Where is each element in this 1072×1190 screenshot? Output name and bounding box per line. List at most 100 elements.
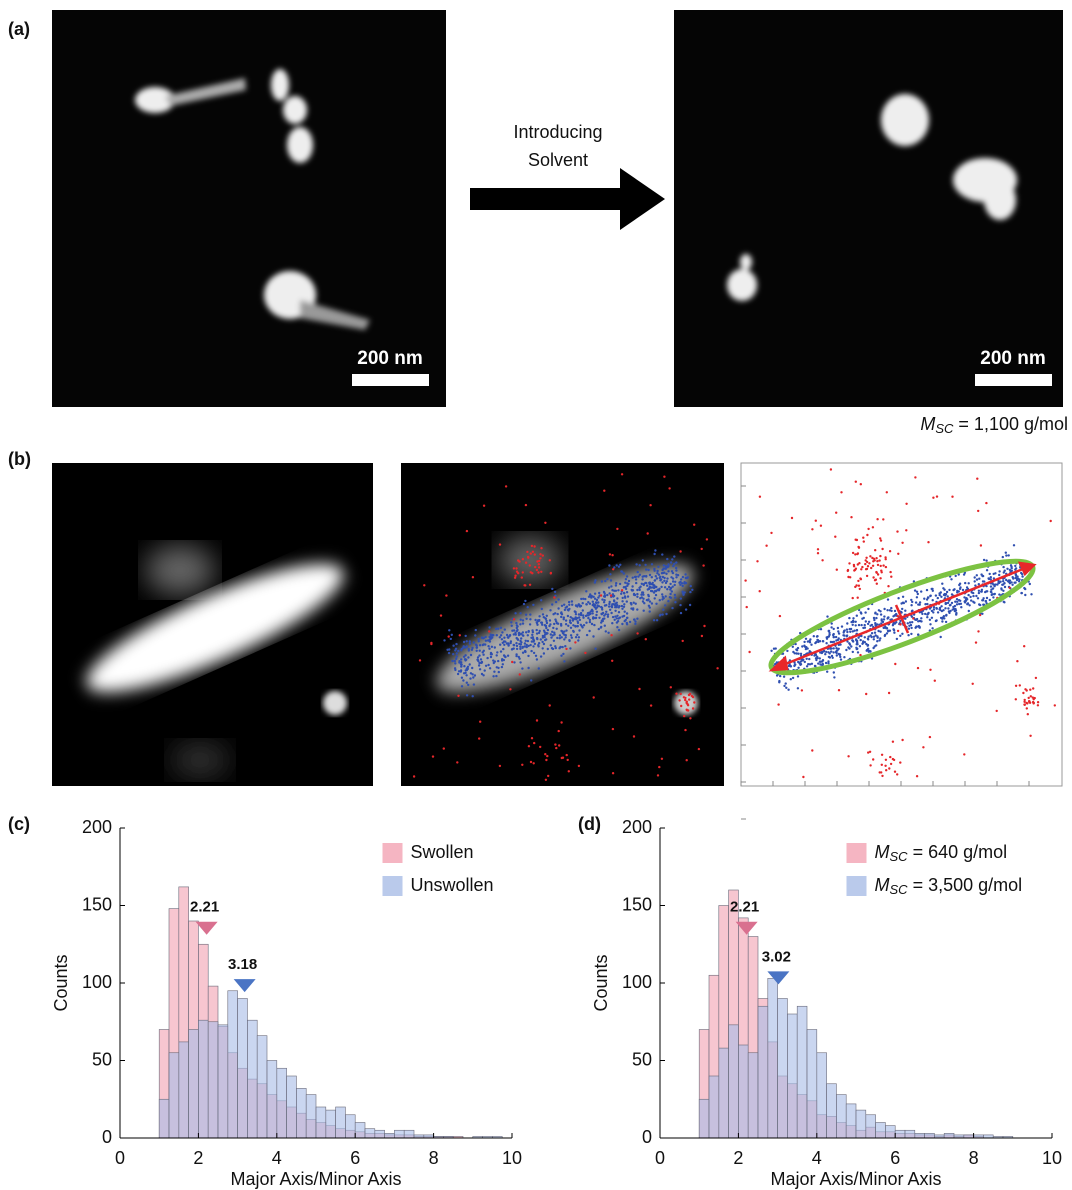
localization	[976, 597, 980, 600]
localization	[653, 586, 656, 589]
localization	[548, 619, 552, 622]
localization	[505, 633, 509, 637]
localization	[857, 636, 860, 639]
localization	[1020, 591, 1023, 595]
localization	[1002, 589, 1005, 592]
localization	[612, 568, 615, 571]
localization	[516, 625, 519, 628]
localization	[523, 642, 527, 645]
localization	[866, 644, 869, 647]
localization	[454, 657, 458, 660]
localization	[998, 573, 1001, 577]
localization	[837, 637, 840, 640]
localization	[498, 636, 501, 639]
localization	[867, 527, 870, 531]
localization	[478, 661, 481, 665]
localization	[1033, 696, 1036, 700]
localization	[563, 633, 566, 636]
localization	[912, 617, 915, 620]
localization	[793, 664, 796, 668]
localization	[859, 577, 862, 580]
localization	[468, 642, 472, 645]
localization	[992, 572, 995, 576]
localization	[910, 632, 913, 636]
localization	[558, 637, 561, 640]
localization	[526, 639, 530, 643]
localization	[1002, 571, 1005, 574]
localization	[459, 670, 462, 673]
legend-swatch	[382, 843, 403, 863]
localization	[563, 638, 566, 641]
localization	[801, 645, 804, 648]
localization	[789, 665, 793, 668]
localization	[685, 759, 688, 762]
localization	[510, 624, 513, 627]
localization	[806, 647, 809, 650]
localization	[925, 598, 929, 601]
localization	[925, 588, 929, 592]
localization	[472, 683, 476, 686]
bar	[315, 1106, 327, 1139]
localization	[592, 595, 595, 598]
localization	[549, 609, 552, 612]
localization	[836, 649, 839, 652]
localization	[531, 633, 534, 636]
localization	[828, 652, 831, 655]
localization	[571, 619, 575, 622]
localization	[585, 590, 588, 593]
localization	[904, 600, 908, 603]
localization	[800, 689, 804, 692]
localization	[503, 636, 506, 639]
localization	[931, 599, 934, 602]
localization	[948, 588, 951, 592]
localization	[914, 626, 917, 629]
localization	[857, 579, 860, 583]
localization	[819, 660, 823, 663]
localization	[531, 636, 535, 639]
localization	[924, 603, 927, 606]
localization	[889, 762, 893, 766]
localization	[477, 640, 480, 643]
localization	[892, 615, 895, 618]
bar	[855, 1109, 867, 1139]
localization	[948, 604, 952, 607]
localization	[936, 596, 939, 600]
localization	[653, 552, 656, 556]
localization	[1026, 713, 1030, 716]
localization	[804, 637, 808, 640]
localization	[821, 559, 824, 562]
localization	[813, 664, 817, 668]
localization	[834, 635, 838, 639]
localization	[480, 661, 483, 665]
localization	[610, 585, 613, 588]
bar	[394, 1129, 405, 1139]
localization	[964, 599, 968, 602]
localization	[825, 650, 828, 654]
localization	[447, 651, 451, 655]
localization	[918, 601, 922, 604]
localization	[876, 560, 879, 563]
localization	[519, 618, 522, 621]
localization	[642, 583, 646, 586]
localization	[551, 630, 554, 633]
localization	[462, 640, 466, 644]
localization	[879, 537, 882, 540]
localization	[787, 688, 790, 691]
localization	[1023, 700, 1026, 703]
localization	[789, 678, 792, 681]
localization	[837, 630, 840, 633]
localization	[597, 596, 600, 599]
localization	[921, 612, 924, 616]
localization	[512, 629, 516, 632]
localization	[506, 636, 509, 639]
localization	[581, 609, 584, 612]
localization	[486, 656, 489, 660]
localization	[703, 624, 706, 628]
localization	[880, 622, 883, 625]
localization	[885, 627, 888, 630]
localization	[497, 670, 500, 674]
localization	[901, 601, 905, 604]
localization	[576, 620, 579, 623]
localization	[565, 753, 568, 757]
